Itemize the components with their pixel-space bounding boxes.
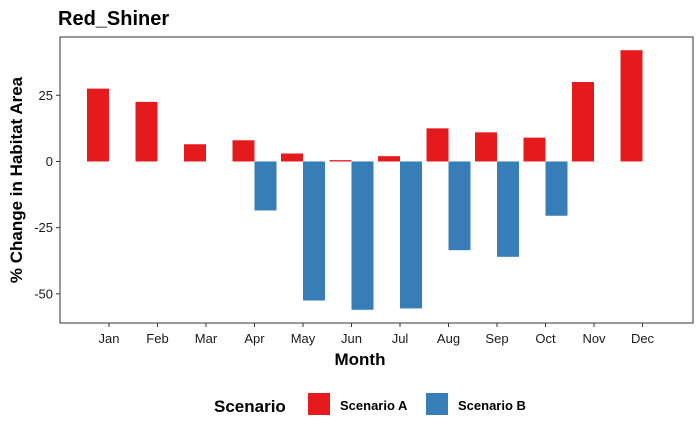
x-tick-label-may: May [291, 331, 316, 346]
legend-title: Scenario [214, 397, 286, 416]
bar-scenario-a-apr [232, 140, 255, 162]
x-tick-label-oct: Oct [535, 331, 556, 346]
y-tick-label: -50 [34, 286, 53, 301]
plot-panel-border [59, 36, 694, 324]
x-tick-label-apr: Apr [244, 331, 265, 346]
legend-label-scenario-b: Scenario B [458, 398, 526, 413]
bar-scenario-a-jun [329, 160, 352, 162]
x-axis: Jan Feb Mar Apr May Jun Jul Aug Sep Oct Nov Dec [99, 323, 655, 346]
bars-layer [87, 50, 643, 310]
y-tick-label: -25 [34, 220, 53, 235]
x-tick-label-jul: Jul [392, 331, 409, 346]
x-tick-label-jan: Jan [99, 331, 120, 346]
bar-scenario-a-jul [378, 156, 400, 162]
y-tick-label: 0 [46, 154, 53, 169]
y-tick-label: 25 [39, 88, 53, 103]
bar-scenario-b-aug [448, 161, 471, 251]
x-tick-label-feb: Feb [146, 331, 168, 346]
bar-scenario-a-oct [523, 137, 546, 162]
bar-scenario-a-may [281, 153, 303, 162]
x-tick-label-nov: Nov [582, 331, 606, 346]
bar-scenario-a-sep [475, 132, 497, 162]
x-tick-label-sep: Sep [485, 331, 508, 346]
bar-scenario-b-oct [545, 161, 568, 216]
legend: Scenario Scenario A Scenario B [214, 393, 526, 416]
bar-scenario-a-mar [184, 144, 206, 162]
y-axis-title: % Change in Habitat Area [7, 76, 26, 283]
legend-swatch-scenario-b [426, 393, 448, 415]
x-tick-label-mar: Mar [195, 331, 218, 346]
bar-scenario-a-aug [426, 128, 449, 162]
bar-scenario-b-apr [254, 161, 277, 211]
legend-swatch-scenario-a [308, 393, 330, 415]
bar-scenario-a-nov [572, 82, 594, 162]
bar-scenario-b-sep [497, 161, 519, 257]
x-tick-label-aug: Aug [437, 331, 460, 346]
bar-scenario-b-may [303, 161, 325, 301]
bar-scenario-b-jun [351, 161, 374, 310]
legend-label-scenario-a: Scenario A [340, 398, 408, 413]
x-tick-label-jun: Jun [341, 331, 362, 346]
bar-scenario-b-jul [400, 161, 422, 309]
x-tick-label-dec: Dec [631, 331, 655, 346]
x-axis-title: Month [335, 350, 386, 369]
y-axis: -50 -25 0 25 [34, 88, 60, 301]
chart-title: Red_Shiner [58, 8, 169, 30]
bar-scenario-a-dec [620, 50, 643, 162]
bar-scenario-a-feb [135, 101, 158, 162]
bar-scenario-a-jan [87, 88, 109, 162]
